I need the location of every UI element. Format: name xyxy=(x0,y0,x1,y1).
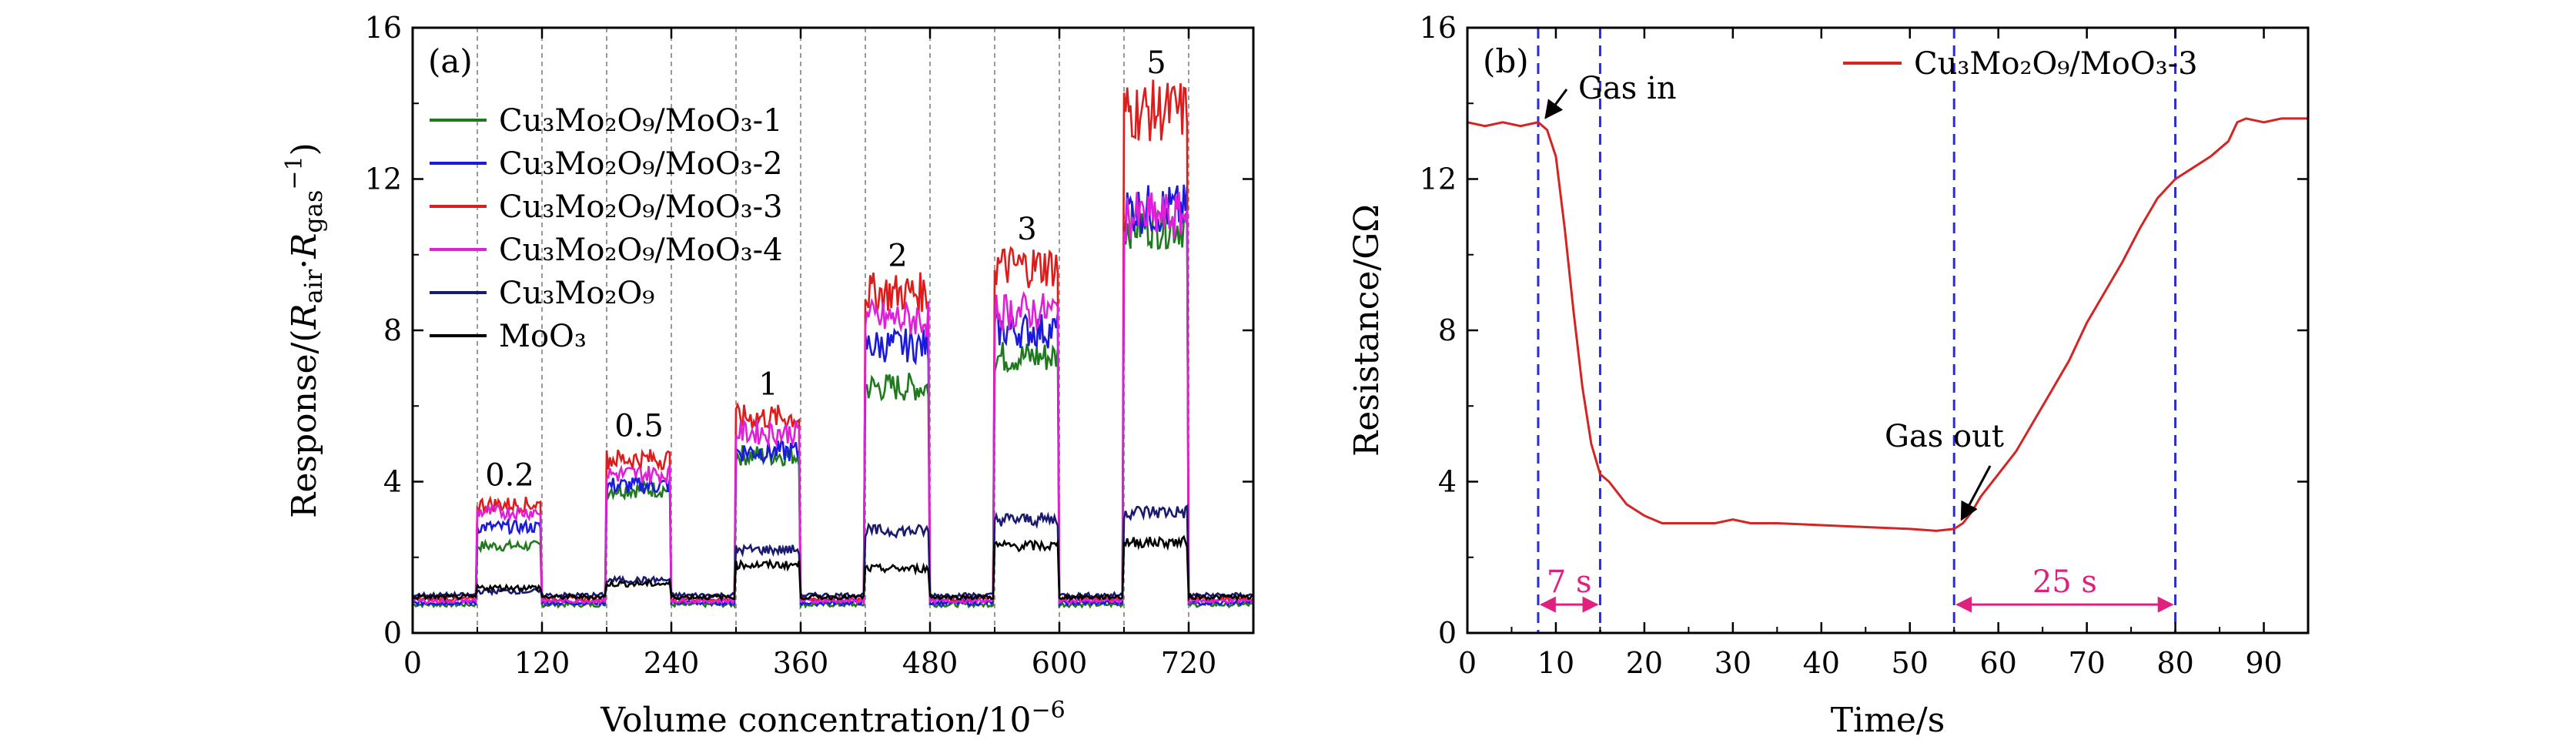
chart-a-ylabel-r1: R xyxy=(285,303,324,330)
chart-b-x-tick-label: 90 xyxy=(2245,646,2282,680)
chart-a-x-tick-label: 240 xyxy=(644,646,700,680)
chart-b-x-tick-label: 20 xyxy=(1626,646,1663,680)
chart-b-legend: Cu₃Mo₂O₉/MoO₃-3 xyxy=(1843,46,2198,82)
chart-a-ylabel-sup: −1 xyxy=(281,156,308,189)
chart-a-ylabel-pre: Response/( xyxy=(285,329,324,517)
chart-b-plot-frame xyxy=(1466,26,2310,634)
chart-a-ylabel-r2: R xyxy=(285,233,324,259)
chart-a-x-tick-label: 120 xyxy=(514,646,570,680)
chart-b-annotation-text-1: Gas out xyxy=(1885,419,2004,454)
chart-a-x-tick-label: 720 xyxy=(1161,646,1217,680)
chart-a-y-tick-label: 0 xyxy=(383,616,402,650)
chart-b-x-tick-label: 30 xyxy=(1715,646,1751,680)
chart-a-legend-label-2: Cu₃Mo₂O₉/MoO₃-2 xyxy=(499,146,783,182)
chart-a-concentration-label: 0.2 xyxy=(485,457,534,493)
chart-a-series-6 xyxy=(412,534,1254,602)
chart-b-y-tick-label: 0 xyxy=(1438,616,1457,650)
chart-b-y-tick-label: 16 xyxy=(1420,11,1457,45)
chart-a-ylabel-s1: air xyxy=(299,269,328,303)
chart-a-y-tick-label: 4 xyxy=(383,465,402,499)
chart-b-y-tick-label: 8 xyxy=(1438,313,1457,347)
chart-a-y-tick-label: 16 xyxy=(365,11,402,45)
chart-a-ylabel-post: ) xyxy=(285,142,324,156)
chart-b-ticks: 0 10 20 30 40 50 60 70 80 90 0 4 8 12 16 xyxy=(1420,11,2308,680)
chart-b-annotation-text-0: Gas in xyxy=(1578,71,1677,106)
chart-a-series-5 xyxy=(412,504,1254,600)
chart-b-x-tick-label: 10 xyxy=(1537,646,1574,680)
chart-b-x-tick-label: 60 xyxy=(1980,646,2017,680)
chart-b-x-tick-label: 50 xyxy=(1892,646,1929,680)
chart-a-panel-label: (a) xyxy=(428,42,473,80)
chart-a-legend-label-5: Cu₃Mo₂O₉ xyxy=(499,276,654,311)
chart-b-series-layer xyxy=(1467,28,2308,633)
chart-b-series-1 xyxy=(1467,117,2308,532)
chart-b-x-tick-label: 0 xyxy=(1458,646,1477,680)
chart-a-series-layer xyxy=(412,28,1255,633)
chart-a-x-tick-label: 360 xyxy=(773,646,829,680)
chart-a-x-tick-label: 0 xyxy=(403,646,422,680)
chart-a-ylabel-mid: · xyxy=(285,259,324,270)
chart-a-xlabel-sup: −6 xyxy=(1031,697,1065,724)
chart-a-legend-label-3: Cu₃Mo₂O₉/MoO₃-3 xyxy=(499,189,783,225)
chart-a-legend-label-1: Cu₃Mo₂O₉/MoO₃-1 xyxy=(499,103,783,139)
chart-b: 0 10 20 30 40 50 60 70 80 90 0 4 8 12 16 7 s 25 s Gas in… xyxy=(1347,11,2310,740)
chart-a-concentration-label: 0.5 xyxy=(614,409,664,444)
chart-a-y-axis-title: Response/(Rair·Rgas−1) xyxy=(281,142,328,518)
chart-b-y-axis-title: Resistance/GΩ xyxy=(1347,204,1387,457)
chart-a-y-tick-label: 12 xyxy=(365,162,402,196)
chart-b-x-tick-label: 80 xyxy=(2156,646,2193,680)
chart-b-y-tick-label: 4 xyxy=(1438,465,1457,499)
chart-b-y-tick-label: 12 xyxy=(1420,162,1457,196)
chart-a-legend-label-6: MoO₃ xyxy=(499,319,587,354)
chart-a-concentration-label: 2 xyxy=(888,238,907,273)
chart-b-panel-label: (b) xyxy=(1483,42,1529,80)
chart-a-x-axis-title: Volume concentration/10−6 xyxy=(600,697,1065,740)
chart-a-legend-label-4: Cu₃Mo₂O₉/MoO₃-4 xyxy=(499,233,783,268)
chart-a-concentration-label: 3 xyxy=(1017,212,1036,247)
chart-a-y-tick-label: 8 xyxy=(383,313,402,347)
chart-a-xlabel-main: Volume concentration/10 xyxy=(600,701,1031,740)
chart-b-x-tick-label: 40 xyxy=(1803,646,1840,680)
chart-b-x-axis-title: Time/s xyxy=(1831,701,1945,740)
chart-b-annotation-arrow-0 xyxy=(1544,89,1568,119)
chart-a-concentration-label: 1 xyxy=(758,367,778,403)
chart-a-x-tick-label: 480 xyxy=(902,646,958,680)
chart-a-x-tick-label: 600 xyxy=(1032,646,1088,680)
chart-a-ylabel-s2: gas xyxy=(299,190,328,233)
chart-b-x-tick-label: 70 xyxy=(2068,646,2105,680)
chart-a-concentration-label: 5 xyxy=(1146,45,1166,81)
chart-b-legend-label-1: Cu₃Mo₂O₉/MoO₃-3 xyxy=(1914,46,2198,82)
chart-a-window-labels: 0.2 0.5 1 2 3 5 xyxy=(485,45,1166,493)
chart-b-span-label-1: 25 s xyxy=(2032,564,2097,600)
chart-b-annotations: 7 s 25 s Gas in Gas out xyxy=(1539,71,2174,613)
chart-a-legend: Cu₃Mo₂O₉/MoO₃-1 Cu₃Mo₂O₉/MoO₃-2 Cu₃Mo₂O₉/M… xyxy=(430,103,783,354)
chart-a-series-4 xyxy=(412,192,1254,606)
chart-b-span-label-0: 7 s xyxy=(1547,564,1592,600)
chart-b-annotation-arrow-1 xyxy=(1960,465,1992,521)
